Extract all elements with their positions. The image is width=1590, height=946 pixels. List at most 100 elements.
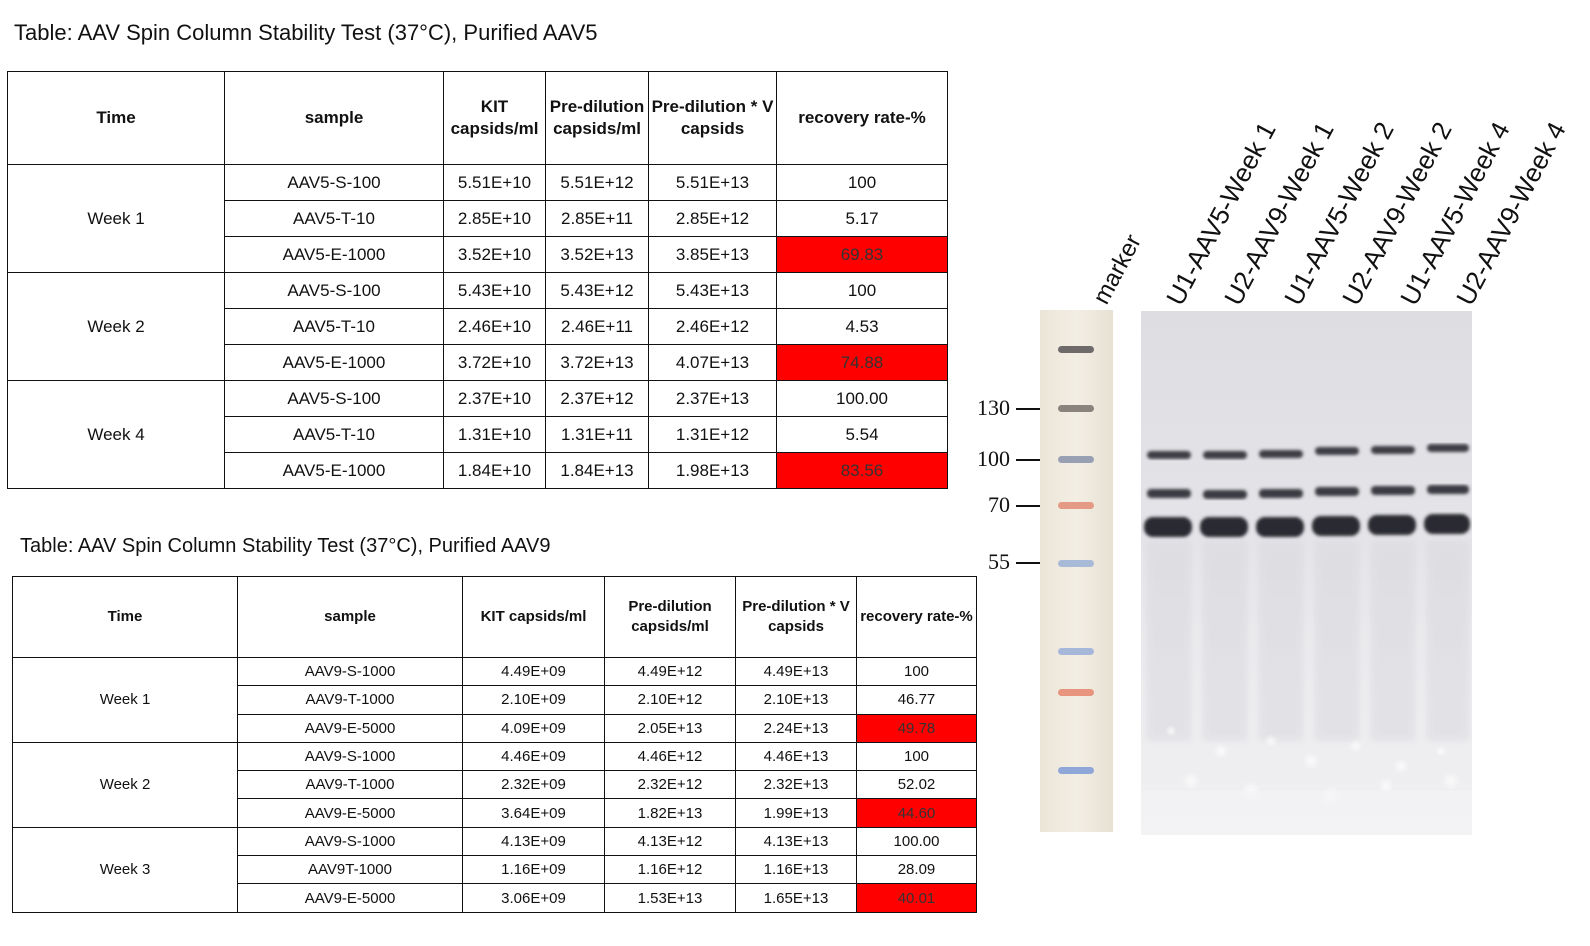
- predilution-cell: 1.84E+13: [545, 452, 649, 489]
- header-kit: KIT capsids/ml: [443, 71, 546, 165]
- predilution-v-cell: 1.16E+13: [735, 855, 857, 885]
- recovery-cell: 74.88: [776, 344, 948, 381]
- kit-cell: 4.09E+09: [462, 713, 605, 743]
- predilution-cell: 2.32E+12: [604, 770, 736, 800]
- recovery-cell: 100.00: [776, 380, 948, 417]
- predilution-v-cell: 5.43E+13: [648, 272, 777, 309]
- predilution-v-cell: 4.49E+13: [735, 656, 857, 687]
- recovery-cell: 40.01: [856, 883, 977, 913]
- aav9-stability-table: Time sample KIT capsids/ml Pre-dilution …: [12, 576, 977, 913]
- recovery-cell: 100.00: [856, 826, 977, 857]
- sample-cell: AAV9-S-1000: [237, 656, 463, 687]
- table-row: AAV9-E-5000 4.09E+09 2.05E+13 2.24E+13 49.78: [13, 713, 977, 743]
- recovery-cell: 100: [856, 741, 977, 772]
- predilution-cell: 2.85E+11: [545, 200, 649, 237]
- predilution-cell: 1.82E+13: [604, 798, 736, 828]
- kit-cell: 5.43E+10: [443, 272, 546, 309]
- table-row: Week 4 AAV5-S-100 2.37E+10 2.37E+12 2.37E+13…: [7, 380, 948, 489]
- kit-cell: 3.72E+10: [443, 344, 546, 381]
- sample-cell: AAV9-S-1000: [237, 741, 463, 772]
- sample-cell: AAV5-E-1000: [224, 452, 444, 489]
- header-recovery: recovery rate-%: [856, 576, 977, 658]
- gel-bands: [1141, 444, 1472, 835]
- predilution-cell: 1.53E+13: [604, 883, 736, 913]
- kit-cell: 4.49E+09: [462, 656, 605, 687]
- ladder-band: [1058, 405, 1094, 412]
- kit-cell: 2.37E+10: [443, 380, 546, 417]
- recovery-cell: 5.17: [776, 200, 948, 237]
- predilution-v-cell: 4.46E+13: [735, 741, 857, 772]
- mw-label-130: 130: [977, 395, 1010, 420]
- table-row: AAV9T-1000 1.16E+09 1.16E+12 1.16E+13 28.09: [13, 855, 977, 885]
- kit-cell: 5.51E+10: [443, 164, 546, 201]
- sample-cell: AAV5-T-10: [224, 200, 444, 237]
- predilution-v-cell: 2.32E+13: [735, 770, 857, 800]
- table-row: AAV5-T-10 2.85E+10 2.85E+11 2.85E+12 5.17: [8, 200, 948, 237]
- predilution-cell: 2.05E+13: [604, 713, 736, 743]
- recovery-cell: 49.78: [856, 713, 977, 743]
- sample-cell: AAV5-S-100: [224, 380, 444, 417]
- predilution-v-cell: 2.24E+13: [735, 713, 857, 743]
- kit-cell: 3.52E+10: [443, 236, 546, 273]
- predilution-v-cell: 1.31E+12: [648, 416, 777, 453]
- ladder-band: [1058, 560, 1094, 567]
- header-predilution-v: Pre-dilution * V capsids: [648, 71, 777, 165]
- ladder-band: [1058, 767, 1094, 774]
- predilution-v-cell: 2.37E+13: [648, 380, 777, 417]
- predilution-v-cell: 2.85E+12: [648, 200, 777, 237]
- kit-cell: 1.16E+09: [462, 855, 605, 885]
- table-row: AAV5-E-1000 1.84E+10 1.84E+13 1.98E+13 83.56: [8, 452, 948, 489]
- table-row: AAV9-T-1000 2.32E+09 2.32E+12 2.32E+13 52.02: [13, 770, 977, 800]
- predilution-v-cell: 2.46E+12: [648, 308, 777, 345]
- sample-cell: AAV9-E-5000: [237, 713, 463, 743]
- header-predilution-v: Pre-dilution * V capsids: [735, 576, 857, 658]
- sample-cell: AAV9-E-5000: [237, 798, 463, 828]
- header-predilution: Pre-dilution capsids/ml: [604, 576, 736, 658]
- time-cell: Week 4: [7, 380, 225, 489]
- predilution-v-cell: 1.65E+13: [735, 883, 857, 913]
- predilution-v-cell: 4.07E+13: [648, 344, 777, 381]
- predilution-cell: 2.46E+11: [545, 308, 649, 345]
- recovery-cell: 44.60: [856, 798, 977, 828]
- header-time: Time: [12, 576, 238, 658]
- predilution-cell: 5.43E+12: [545, 272, 649, 309]
- predilution-cell: 3.72E+13: [545, 344, 649, 381]
- sample-cell: AAV9-T-1000: [237, 770, 463, 800]
- sample-cell: AAV9-S-1000: [237, 826, 463, 857]
- sample-cell: AAV9-E-5000: [237, 883, 463, 913]
- kit-cell: 2.32E+09: [462, 770, 605, 800]
- kit-cell: 1.31E+10: [443, 416, 546, 453]
- header-recovery: recovery rate-%: [776, 71, 948, 165]
- sds-page-gel-image: [1141, 311, 1472, 835]
- header-sample: sample: [224, 71, 444, 165]
- table-row: Week 1 AAV5-S-100 5.51E+10 5.51E+12 5.51E+13…: [7, 164, 948, 273]
- predilution-v-cell: 1.98E+13: [648, 452, 777, 489]
- mw-label-70: 70: [988, 492, 1010, 517]
- mw-tick-70: [1016, 505, 1042, 507]
- marker-lane-image: [1040, 310, 1113, 832]
- mw-label-100: 100: [977, 446, 1010, 471]
- time-cell: Week 3: [12, 826, 238, 913]
- time-cell: Week 2: [12, 741, 238, 828]
- aav5-table-caption: Table: AAV Spin Column Stability Test (3…: [14, 20, 598, 45]
- predilution-cell: 3.52E+13: [545, 236, 649, 273]
- ladder-band: [1058, 502, 1094, 509]
- predilution-cell: 5.51E+12: [545, 164, 649, 201]
- sample-cell: AAV9T-1000: [237, 855, 463, 885]
- kit-cell: 3.06E+09: [462, 883, 605, 913]
- recovery-cell: 52.02: [856, 770, 977, 800]
- ladder-band: [1058, 346, 1094, 353]
- table-row: AAV9-T-1000 2.10E+09 2.10E+12 2.10E+13 46.77: [13, 685, 977, 715]
- kit-cell: 1.84E+10: [443, 452, 546, 489]
- table-row: AAV9-E-5000 3.06E+09 1.53E+13 1.65E+13 40.01: [13, 883, 977, 913]
- table-row: AAV5-T-10 2.46E+10 2.46E+11 2.46E+12 4.53: [8, 308, 948, 345]
- sample-cell: AAV5-T-10: [224, 416, 444, 453]
- time-cell: Week 1: [7, 164, 225, 273]
- predilution-cell: 2.10E+12: [604, 685, 736, 715]
- predilution-v-cell: 5.51E+13: [648, 164, 777, 201]
- table-row: AAV5-T-10 1.31E+10 1.31E+11 1.31E+12 5.54: [8, 416, 948, 453]
- sample-cell: AAV5-T-10: [224, 308, 444, 345]
- table-row: Week 2 AAV5-S-100 5.43E+10 5.43E+12 5.43E+13…: [7, 272, 948, 381]
- aav5-stability-table: Time sample KIT capsids/ml Pre-dilution …: [7, 71, 948, 489]
- predilution-v-cell: 4.13E+13: [735, 826, 857, 857]
